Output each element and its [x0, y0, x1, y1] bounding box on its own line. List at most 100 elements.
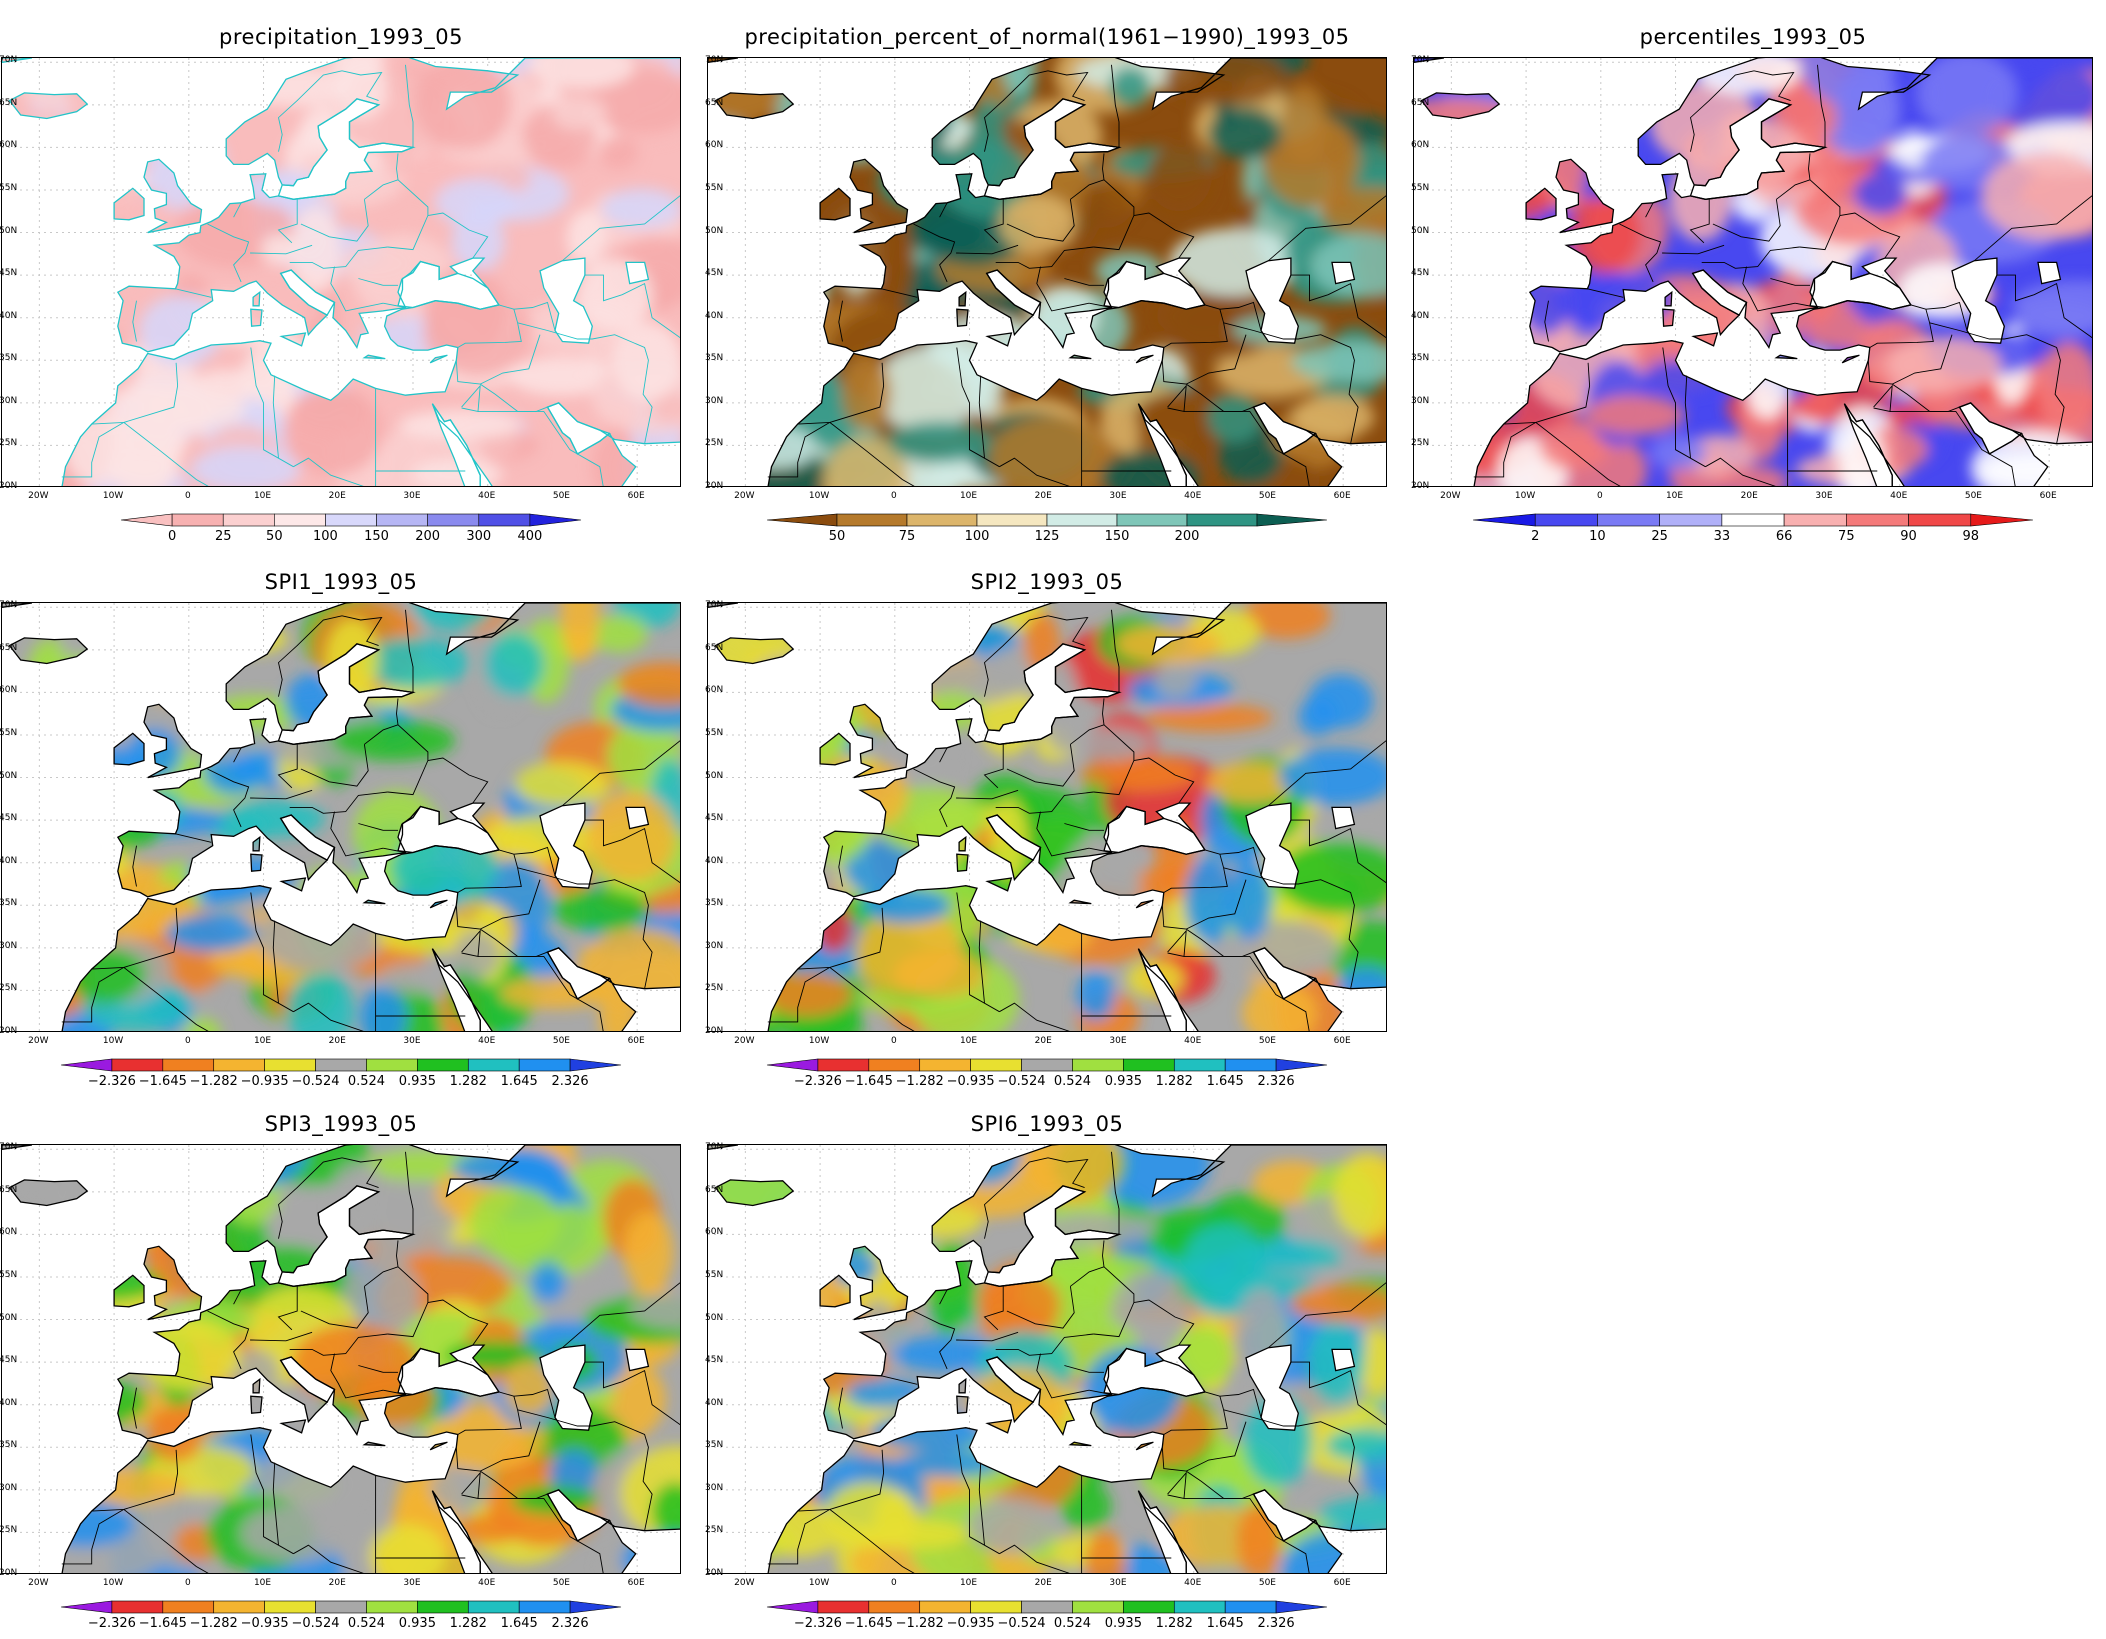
- colorbar-swatch: [569, 1058, 622, 1072]
- colorbar-swatch: [171, 513, 224, 527]
- lat-tick-label: 65N: [705, 97, 724, 108]
- lon-tick-label: 50E: [552, 1036, 570, 1046]
- sea: [547, 947, 610, 999]
- panel-title: precipitation_percent_of_normal(1961−199…: [744, 25, 1350, 49]
- lat-tick-label: 40N: [0, 310, 18, 321]
- colorbar-swatch: [60, 1058, 113, 1072]
- colorbar-tick-label: 2.326: [1257, 1616, 1295, 1631]
- colorbar-swatch: [264, 1058, 316, 1072]
- colorbar-swatch: [366, 1600, 418, 1614]
- panel-title: SPI6_1993_05: [970, 1112, 1124, 1136]
- colorbar-tick-label: 0.935: [398, 1074, 436, 1089]
- sea: [278, 98, 413, 200]
- sea: [280, 270, 335, 316]
- lat-tick-label: 70N: [705, 1142, 724, 1153]
- colorbar-tick-label: 1.282: [449, 1074, 487, 1089]
- colorbar-swatch: [868, 1600, 921, 1614]
- sea: [984, 98, 1119, 200]
- colorbar-tick-label: 25: [214, 529, 232, 544]
- colorbar-swatch: [1123, 1600, 1175, 1614]
- colorbar-tick-label: 100: [313, 529, 338, 544]
- colorbar-swatch: [1116, 513, 1188, 527]
- coastlines: [708, 603, 1386, 1031]
- lat-tick-label: 35N: [705, 898, 724, 909]
- sea: [547, 402, 610, 454]
- colorbar-swatch: [1534, 513, 1598, 527]
- colorbar-tick-label: 100: [964, 529, 990, 544]
- colorbar: 50 75 100 125 150 200: [707, 512, 1387, 552]
- lat-tick-label: 65N: [705, 1184, 724, 1195]
- lat-tick-label: 45N: [0, 1355, 18, 1366]
- colorbar-swatch: [366, 1058, 418, 1072]
- lat-tick-label: 20N: [0, 1568, 18, 1578]
- lat-tick-label: 25N: [705, 438, 724, 449]
- colorbar-tick-label: −2.326: [793, 1074, 842, 1089]
- lat-tick-label: 65N: [1411, 97, 1430, 108]
- colorbar-swatch: [836, 513, 908, 527]
- lat-tick-label: 25N: [1411, 438, 1430, 449]
- lat-tick-label: 60N: [0, 140, 18, 151]
- panel-title: SPI1_1993_05: [264, 570, 418, 594]
- coastlines: [1414, 58, 2092, 486]
- colorbar-swatch: [111, 1600, 164, 1614]
- colorbar-tick-label: −0.935: [240, 1074, 289, 1089]
- country-borders: [767, 1151, 1386, 1573]
- colorbar-swatch: [1783, 513, 1847, 527]
- lon-tick-label: 0: [184, 1578, 191, 1588]
- colorbar-tick-label: 1.282: [1155, 1074, 1193, 1089]
- lat-tick-label: 40N: [705, 1397, 724, 1408]
- lat-tick-label: 35N: [1411, 353, 1430, 364]
- lon-tick-label: 10W: [102, 1578, 124, 1588]
- map-plot-area: [707, 602, 1387, 1032]
- sea: [986, 815, 1041, 861]
- panel-title: percentiles_1993_05: [1639, 25, 1867, 49]
- lon-tick-label: 0: [1596, 491, 1603, 501]
- lon-tick-label: 10W: [808, 1578, 830, 1588]
- sea: [984, 1185, 1119, 1287]
- colorbar-tick-label: 98: [1962, 529, 1980, 544]
- colorbar-swatch: [213, 1058, 265, 1072]
- country-borders: [767, 64, 1386, 486]
- sea: [398, 261, 499, 310]
- lat-tick-label: 70N: [705, 600, 724, 611]
- lon-tick-label: 20E: [1034, 491, 1052, 501]
- colorbar-swatch: [569, 1600, 622, 1614]
- sea: [280, 1357, 335, 1403]
- lat-tick-label: 25N: [0, 983, 18, 994]
- lat-tick-label: 50N: [705, 1312, 724, 1323]
- sea: [540, 258, 593, 344]
- sea: [626, 807, 649, 829]
- colorbar-tick-label: 200: [1174, 529, 1200, 544]
- colorbar-swatch: [315, 1600, 367, 1614]
- colorbar-swatch: [417, 1058, 469, 1072]
- lat-tick-label: 20N: [705, 1568, 724, 1578]
- lon-tick-label: 50E: [1964, 491, 1982, 501]
- sea: [1810, 261, 1911, 310]
- lat-tick-label: 35N: [0, 898, 18, 909]
- lon-tick-label: 60E: [2039, 491, 2057, 501]
- lat-tick-label: 40N: [705, 310, 724, 321]
- lon-tick-label: 20W: [28, 1578, 49, 1588]
- colorbar-swatch: [376, 513, 428, 527]
- country-borders: [1473, 64, 2092, 486]
- lat-tick-label: 30N: [0, 1482, 18, 1493]
- sea: [540, 803, 593, 889]
- colorbar-swatch: [1275, 1600, 1328, 1614]
- lon-tick-label: 50E: [552, 1578, 570, 1588]
- colorbar-tick-label: 200: [415, 529, 441, 544]
- map-plot-area: [1, 57, 681, 487]
- colorbar-tick-label: 50: [828, 529, 846, 544]
- lon-tick-label: 40E: [478, 491, 496, 501]
- lon-tick-label: 40E: [1184, 1036, 1202, 1046]
- lon-tick-label: 40E: [1184, 491, 1202, 501]
- lon-tick-label: 10W: [808, 491, 830, 501]
- colorbar-swatch: [60, 1600, 113, 1614]
- lat-tick-label: 30N: [0, 940, 18, 951]
- map-plot-area: [1, 1144, 681, 1574]
- sea: [1246, 258, 1299, 344]
- lon-tick-label: 60E: [627, 1036, 645, 1046]
- lat-tick-label: 55N: [705, 727, 724, 738]
- sea: [540, 1345, 593, 1431]
- lon-tick-label: 20W: [734, 1036, 755, 1046]
- sea: [1952, 258, 2005, 344]
